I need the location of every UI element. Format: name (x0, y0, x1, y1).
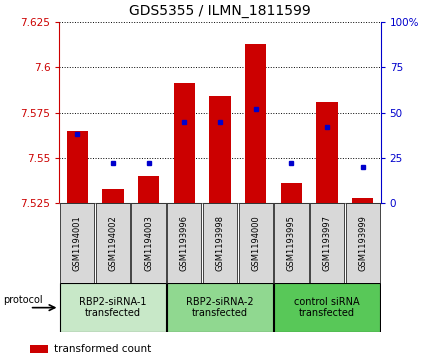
FancyBboxPatch shape (346, 203, 380, 283)
Text: GSM1194003: GSM1194003 (144, 215, 153, 271)
FancyBboxPatch shape (60, 203, 94, 283)
Bar (209, 96, 231, 203)
Bar (281, 183, 302, 203)
Text: GSM1194000: GSM1194000 (251, 215, 260, 271)
Bar (174, 83, 195, 203)
FancyBboxPatch shape (274, 283, 380, 332)
FancyBboxPatch shape (60, 283, 166, 332)
Text: GSM1194002: GSM1194002 (108, 215, 117, 271)
Text: RBP2-siRNA-1
transfected: RBP2-siRNA-1 transfected (79, 297, 147, 318)
Text: transformed count: transformed count (54, 344, 151, 354)
Text: GSM1194001: GSM1194001 (73, 215, 82, 271)
Text: GSM1193998: GSM1193998 (216, 215, 224, 271)
FancyBboxPatch shape (132, 203, 166, 283)
Text: control siRNA
transfected: control siRNA transfected (294, 297, 360, 318)
Text: GSM1193996: GSM1193996 (180, 215, 189, 271)
Bar (138, 176, 159, 203)
Title: GDS5355 / ILMN_1811599: GDS5355 / ILMN_1811599 (129, 4, 311, 18)
FancyBboxPatch shape (203, 203, 237, 283)
FancyBboxPatch shape (238, 203, 273, 283)
Bar (316, 102, 338, 203)
Text: GSM1193997: GSM1193997 (323, 215, 332, 271)
Text: GSM1193999: GSM1193999 (358, 215, 367, 271)
FancyBboxPatch shape (274, 203, 308, 283)
Bar (245, 44, 266, 203)
Text: RBP2-siRNA-2
transfected: RBP2-siRNA-2 transfected (186, 297, 254, 318)
Bar (66, 131, 88, 203)
FancyBboxPatch shape (167, 283, 273, 332)
Text: GSM1193995: GSM1193995 (287, 215, 296, 271)
Bar (30, 345, 48, 354)
FancyBboxPatch shape (96, 203, 130, 283)
FancyBboxPatch shape (167, 203, 202, 283)
Text: protocol: protocol (3, 295, 43, 305)
Bar (102, 189, 124, 203)
Bar (352, 198, 374, 203)
FancyBboxPatch shape (310, 203, 344, 283)
